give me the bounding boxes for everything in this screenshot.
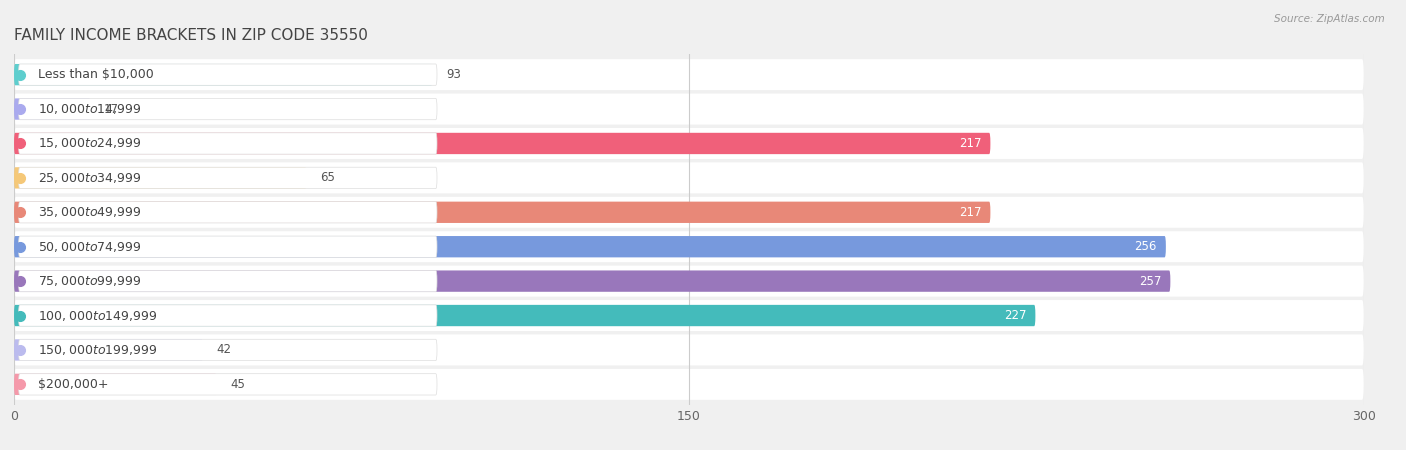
FancyBboxPatch shape [18,99,437,120]
FancyBboxPatch shape [14,231,1364,262]
FancyBboxPatch shape [14,202,990,223]
Text: 227: 227 [1004,309,1026,322]
Text: Source: ZipAtlas.com: Source: ZipAtlas.com [1274,14,1385,23]
FancyBboxPatch shape [14,236,1166,257]
FancyBboxPatch shape [14,99,90,120]
Text: 17: 17 [104,103,120,116]
FancyBboxPatch shape [18,202,437,223]
FancyBboxPatch shape [14,64,433,86]
Text: $50,000 to $74,999: $50,000 to $74,999 [38,240,142,254]
Text: 256: 256 [1135,240,1157,253]
Text: $150,000 to $199,999: $150,000 to $199,999 [38,343,157,357]
FancyBboxPatch shape [14,270,1170,292]
FancyBboxPatch shape [14,369,1364,400]
FancyBboxPatch shape [18,64,437,86]
Text: 257: 257 [1139,274,1161,288]
Text: 42: 42 [217,343,232,356]
FancyBboxPatch shape [14,167,307,189]
FancyBboxPatch shape [14,339,202,360]
FancyBboxPatch shape [14,197,1364,228]
FancyBboxPatch shape [18,305,437,326]
FancyBboxPatch shape [14,334,1364,365]
Text: 45: 45 [231,378,245,391]
FancyBboxPatch shape [18,133,437,154]
Text: $200,000+: $200,000+ [38,378,108,391]
FancyBboxPatch shape [18,167,437,189]
FancyBboxPatch shape [14,128,1364,159]
FancyBboxPatch shape [14,374,217,395]
Text: Less than $10,000: Less than $10,000 [38,68,153,81]
FancyBboxPatch shape [18,339,437,360]
FancyBboxPatch shape [14,266,1364,297]
Text: 217: 217 [959,206,981,219]
FancyBboxPatch shape [18,374,437,395]
Text: 65: 65 [321,171,335,184]
FancyBboxPatch shape [14,305,1035,326]
FancyBboxPatch shape [14,59,1364,90]
Text: $15,000 to $24,999: $15,000 to $24,999 [38,136,142,150]
FancyBboxPatch shape [18,236,437,257]
Text: $10,000 to $14,999: $10,000 to $14,999 [38,102,142,116]
Text: $100,000 to $149,999: $100,000 to $149,999 [38,309,157,323]
FancyBboxPatch shape [14,133,990,154]
FancyBboxPatch shape [14,94,1364,125]
Text: $25,000 to $34,999: $25,000 to $34,999 [38,171,142,185]
FancyBboxPatch shape [18,270,437,292]
Text: FAMILY INCOME BRACKETS IN ZIP CODE 35550: FAMILY INCOME BRACKETS IN ZIP CODE 35550 [14,28,368,43]
Text: $35,000 to $49,999: $35,000 to $49,999 [38,205,142,219]
Text: 217: 217 [959,137,981,150]
FancyBboxPatch shape [14,300,1364,331]
FancyBboxPatch shape [14,162,1364,194]
Text: 93: 93 [446,68,461,81]
Text: $75,000 to $99,999: $75,000 to $99,999 [38,274,142,288]
